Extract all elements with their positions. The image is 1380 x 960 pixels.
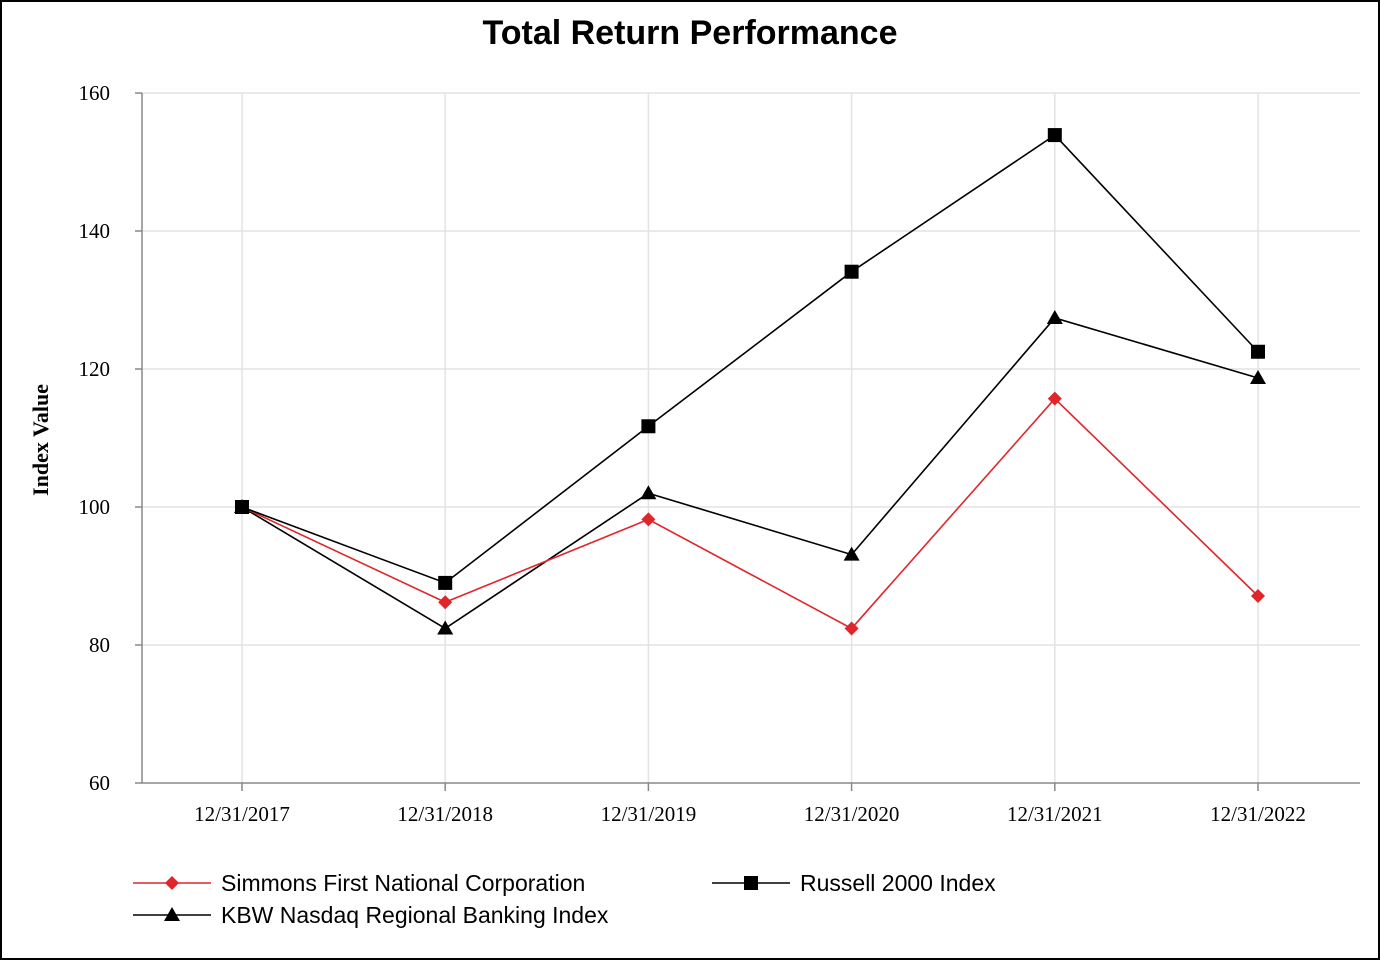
series-line	[241, 317, 1259, 630]
x-tick-label: 12/31/2021	[1007, 802, 1103, 826]
data-point-diamond	[438, 595, 453, 610]
legend-item: KBW Nasdaq Regional Banking Index	[133, 902, 609, 928]
x-tick-label: 12/31/2017	[194, 802, 290, 826]
data-point-square	[641, 419, 656, 434]
data-point-diamond	[1251, 589, 1265, 604]
legend-item: Russell 2000 Index	[712, 870, 996, 896]
tick-layer: 60 80 100 120 140 160 12/31/2017 12/31/2018 12/3…	[79, 81, 1306, 826]
legend-item: Simmons First National Corporation	[133, 870, 585, 896]
series-line	[241, 397, 1259, 630]
data-point-diamond	[844, 621, 859, 636]
data-point-square	[1047, 128, 1062, 143]
series-layer	[234, 128, 1266, 636]
y-tick-label: 80	[89, 633, 110, 657]
y-tick-label: 60	[89, 771, 110, 795]
legend-label: Simmons First National Corporation	[221, 870, 585, 896]
data-point-triangle	[640, 485, 657, 500]
y-axis-title: Index Value	[28, 384, 53, 496]
series-line	[241, 134, 1259, 584]
chart-title: Total Return Performance	[482, 14, 898, 52]
data-point-diamond	[1047, 391, 1062, 406]
y-tick-label: 160	[79, 81, 111, 105]
data-point-triangle	[437, 620, 454, 635]
legend-marker-diamond	[165, 876, 179, 890]
x-tick-label: 12/31/2020	[804, 802, 900, 826]
data-point-square	[844, 264, 859, 279]
legend-marker-square	[744, 876, 758, 890]
data-point-triangle	[843, 546, 860, 561]
x-tick-label: 12/31/2019	[601, 802, 697, 826]
legend-label: Russell 2000 Index	[800, 870, 996, 896]
data-point-diamond	[641, 512, 656, 527]
y-tick-label: 120	[79, 357, 111, 381]
series-triangle	[234, 309, 1266, 635]
series-diamond	[235, 391, 1265, 636]
series-square	[235, 128, 1265, 590]
data-point-triangle	[1250, 369, 1266, 384]
axis-layer: Index Value	[28, 93, 1360, 784]
data-point-triangle	[1046, 309, 1063, 324]
y-tick-label: 140	[79, 219, 111, 243]
legend: Simmons First National Corporation Russel…	[133, 870, 996, 928]
data-point-square	[1251, 344, 1265, 359]
grid-layer	[142, 92, 1360, 783]
legend-marker-triangle	[164, 907, 180, 921]
data-point-square	[438, 575, 453, 590]
data-point-square	[235, 500, 249, 514]
legend-label: KBW Nasdaq Regional Banking Index	[221, 902, 609, 928]
y-tick-label: 100	[79, 495, 111, 519]
x-tick-label: 12/31/2022	[1210, 802, 1306, 826]
x-tick-label: 12/31/2018	[397, 802, 493, 826]
